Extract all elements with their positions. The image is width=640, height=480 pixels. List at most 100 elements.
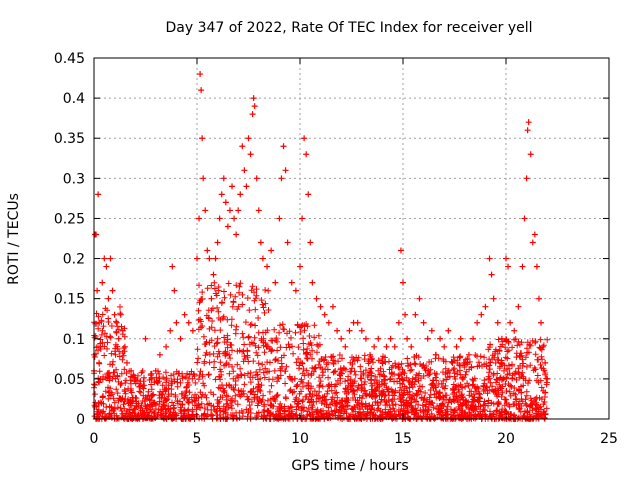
data-point: [101, 255, 108, 262]
background-points: [91, 279, 551, 422]
data-point: [255, 207, 262, 214]
data-point: [297, 263, 303, 270]
data-point: [334, 327, 341, 334]
data-point: [303, 151, 310, 158]
data-point: [103, 263, 110, 270]
data-point: [505, 263, 512, 270]
data-point: [486, 255, 493, 262]
data-point: [206, 255, 213, 262]
data-point: [259, 255, 266, 262]
data-point: [167, 327, 174, 334]
data-point: [457, 335, 464, 342]
data-points: [91, 71, 551, 390]
data-point: [204, 247, 211, 254]
data-point: [250, 95, 257, 102]
data-point: [196, 215, 203, 222]
data-point: [239, 143, 246, 150]
y-tick-label: 0.35: [54, 131, 85, 147]
data-point: [538, 319, 545, 326]
data-point: [321, 311, 328, 318]
data-point: [264, 263, 271, 270]
data-point: [94, 287, 101, 294]
data-point: [420, 319, 427, 326]
data-point: [249, 111, 256, 118]
data-point: [247, 151, 254, 158]
data-point: [278, 175, 285, 182]
data-point: [169, 263, 176, 270]
y-tick-label: 0.2: [63, 252, 85, 268]
data-point: [395, 319, 402, 326]
x-tick-label: 5: [193, 431, 202, 447]
data-point: [233, 231, 240, 238]
data-point: [194, 255, 200, 262]
data-point: [105, 295, 112, 302]
data-point: [313, 295, 320, 302]
data-point: [362, 335, 369, 342]
data-point: [216, 215, 223, 222]
data-point: [113, 319, 120, 326]
data-point: [257, 239, 264, 246]
data-point: [542, 359, 549, 366]
data-point: [428, 327, 435, 334]
y-tick-label: 0.1: [63, 332, 85, 348]
data-point: [465, 351, 472, 358]
data-point: [189, 327, 196, 334]
data-point: [338, 335, 345, 342]
data-point: [99, 279, 106, 286]
data-point: [307, 239, 314, 246]
data-point: [400, 279, 406, 286]
y-tick-label: 0.45: [54, 51, 85, 67]
data-point: [241, 167, 248, 174]
background-cloud: [91, 279, 551, 422]
data-point: [325, 319, 332, 326]
data-point: [109, 287, 116, 294]
data-point: [346, 327, 353, 334]
data-point: [200, 175, 207, 182]
y-tick-label: 0.05: [54, 372, 85, 388]
data-point: [222, 199, 229, 206]
data-point: [404, 335, 411, 342]
data-point: [173, 319, 180, 326]
data-point: [437, 335, 444, 342]
data-point: [237, 191, 244, 198]
data-point: [198, 87, 205, 94]
data-point: [218, 191, 225, 198]
data-point: [214, 239, 221, 246]
data-point: [208, 295, 215, 302]
data-point: [523, 175, 530, 182]
data-point: [507, 319, 514, 326]
data-point: [235, 207, 242, 214]
data-point: [358, 327, 365, 334]
data-point: [424, 335, 431, 342]
data-point: [490, 295, 497, 302]
data-point: [519, 263, 526, 270]
x-axis-ticks: 0 5 10 15 20 25: [90, 58, 618, 447]
y-tick-label: 0.25: [54, 211, 85, 227]
data-point: [243, 183, 250, 190]
data-point: [229, 183, 236, 190]
data-point: [276, 215, 283, 222]
data-point: [245, 135, 252, 142]
plot-frame: [93, 57, 610, 420]
data-point: [284, 239, 291, 246]
x-tick-label: 25: [600, 431, 618, 447]
data-point: [115, 335, 122, 342]
data-point: [210, 271, 217, 278]
data-point: [251, 103, 258, 110]
data-point: [453, 343, 460, 350]
data-point: [111, 311, 118, 318]
data-point: [309, 279, 316, 286]
data-point: [123, 359, 130, 366]
data-point: [408, 343, 415, 350]
data-point: [224, 223, 231, 230]
data-point: [329, 303, 336, 310]
data-point: [515, 303, 522, 310]
x-tick-label: 0: [90, 431, 99, 447]
y-tick-label: 0: [76, 412, 85, 428]
data-point: [397, 247, 404, 254]
chart-title: Day 347 of 2022, Rate Of TEC Index for r…: [165, 20, 532, 36]
data-point: [445, 327, 452, 334]
data-point: [280, 143, 287, 150]
data-point: [535, 295, 542, 302]
